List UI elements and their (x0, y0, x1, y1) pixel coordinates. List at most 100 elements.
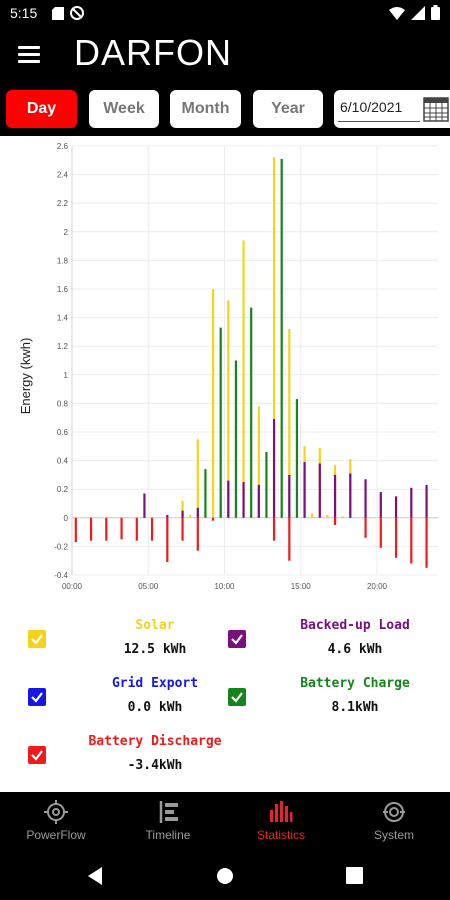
chart-grid (71, 145, 438, 576)
bar-backed-up-load (196, 507, 199, 518)
y-tick-label: -0.2 (54, 542, 68, 551)
bar-battery-discharge (196, 517, 199, 551)
month-button[interactable]: Month (170, 90, 241, 128)
legend-battery-charge-value: 8.1kWh (331, 700, 379, 715)
bar-backed-up-load (333, 474, 337, 518)
app-bar: DARFON (0, 28, 450, 82)
x-axis-ticks: 00:00 05:00 10:00 15:00 20:00 (62, 582, 388, 591)
grid-export-checkbox[interactable] (28, 688, 46, 706)
legend-battery-charge: Battery Charge 8.1kWh (228, 676, 428, 726)
wifi-icon (389, 6, 405, 20)
bar-battery-charge (250, 307, 253, 518)
bar-solar (341, 516, 344, 518)
y-tick-label: 1.8 (57, 256, 69, 265)
legend-solar-value: 12.5 kWh (123, 642, 187, 657)
bar-backed-up-load (288, 474, 291, 518)
status-bar: 5:15 (0, 0, 450, 28)
check-icon (31, 692, 43, 703)
bar-solar (181, 500, 184, 518)
bar-battery-discharge (181, 517, 184, 541)
x-tick-label: 15:00 (291, 582, 312, 591)
hamburger-menu-icon[interactable] (18, 46, 40, 64)
x-tick-label: 00:00 (62, 582, 83, 591)
x-tick-label: 05:00 (138, 582, 159, 591)
bar-solar (257, 406, 260, 518)
bar-backed-up-load (303, 462, 306, 518)
bar-battery-charge (219, 327, 222, 518)
bar-battery-discharge (211, 517, 215, 521)
bar-battery-discharge (288, 517, 291, 561)
bar-battery-discharge (105, 517, 108, 541)
nav-timeline-label: Timeline (145, 828, 191, 842)
date-value: 6/10/2021 (340, 99, 403, 115)
legend-solar: Solar 12.5 kWh (28, 618, 228, 668)
recents-icon[interactable] (346, 867, 363, 884)
bar-solar (227, 300, 230, 518)
nav-system[interactable]: System (338, 792, 450, 852)
bar-battery-discharge (120, 517, 123, 540)
bar-backed-up-load (349, 473, 352, 518)
legend-battery-discharge-value: -3.4kWh (127, 758, 183, 773)
bar-backed-up-load (166, 514, 169, 518)
battery-charge-checkbox[interactable] (228, 688, 246, 706)
nav-statistics[interactable]: Statistics (225, 792, 337, 852)
bar-backed-up-load (318, 463, 321, 518)
bar-battery-charge (234, 360, 238, 518)
bar-solar (196, 439, 199, 518)
nav-powerflow[interactable]: PowerFlow (0, 792, 112, 852)
bar-solar (326, 514, 329, 518)
bar-backed-up-load (143, 493, 146, 518)
bottom-navigation: PowerFlow Timeline Statistics System (0, 792, 450, 852)
bar-battery-discharge (166, 517, 169, 563)
bar-backed-up-load (364, 479, 367, 518)
solar-checkbox[interactable] (28, 630, 46, 648)
check-icon (31, 634, 43, 645)
legend-battery-charge-label: Battery Charge (300, 676, 410, 691)
bar-solar (272, 157, 276, 518)
bar-backed-up-load (181, 510, 184, 518)
date-field[interactable]: 6/10/2021 (334, 90, 450, 128)
bar-battery-discharge (410, 517, 413, 564)
home-icon[interactable] (216, 867, 234, 885)
chart-legend: Solar 12.5 kWh Backed-up Load 4.6 kWh Gr… (0, 606, 450, 792)
statistics-content: 2.6 2.4 2.2 2 1.8 1.6 1.4 1.2 1 0.8 0.6 0.4 0.2 0 -0.2… (0, 136, 450, 792)
calendar-icon[interactable] (422, 95, 450, 123)
bar-battery-charge (280, 158, 283, 518)
bar-battery-discharge (425, 517, 428, 568)
bar-battery-discharge (379, 517, 382, 548)
bar-solar (311, 513, 314, 518)
battery-discharge-checkbox[interactable] (28, 746, 46, 764)
bar-battery-discharge (150, 517, 154, 541)
bar-battery-charge (295, 399, 299, 518)
nav-timeline[interactable]: Timeline (112, 792, 224, 852)
bar-battery-charge (265, 452, 268, 518)
backed-up-load-checkbox[interactable] (228, 630, 246, 648)
timeline-icon (159, 801, 178, 823)
check-icon (231, 634, 243, 645)
y-tick-label: -0.4 (54, 571, 68, 580)
legend-solar-label: Solar (135, 618, 175, 633)
system-navigation-bar (0, 852, 450, 900)
day-button[interactable]: Day (6, 90, 77, 128)
legend-backed-up-load-value: 4.6 kWh (327, 642, 383, 657)
y-tick-label: 0 (64, 514, 69, 523)
bar-backed-up-load (379, 492, 382, 518)
y-tick-label: 0.8 (57, 399, 69, 408)
y-tick-label: 0.2 (57, 485, 69, 494)
bar-battery-discharge (272, 517, 276, 541)
legend-backed-up-load: Backed-up Load 4.6 kWh (228, 618, 428, 668)
bar-backed-up-load (425, 484, 428, 518)
no-disturb-icon (70, 6, 84, 20)
week-button[interactable]: Week (89, 90, 159, 128)
legend-battery-discharge: Battery Discharge -3.4kWh (28, 734, 228, 784)
check-icon (31, 750, 43, 761)
bar-backed-up-load (227, 480, 230, 518)
status-time: 5:15 (10, 5, 38, 21)
year-button[interactable]: Year (253, 90, 323, 128)
bar-battery-discharge (364, 517, 367, 538)
signal-icon (411, 5, 425, 20)
back-icon[interactable] (86, 866, 104, 886)
bar-battery-discharge (74, 517, 77, 543)
bar-battery-discharge (333, 517, 337, 525)
check-icon (231, 692, 243, 703)
